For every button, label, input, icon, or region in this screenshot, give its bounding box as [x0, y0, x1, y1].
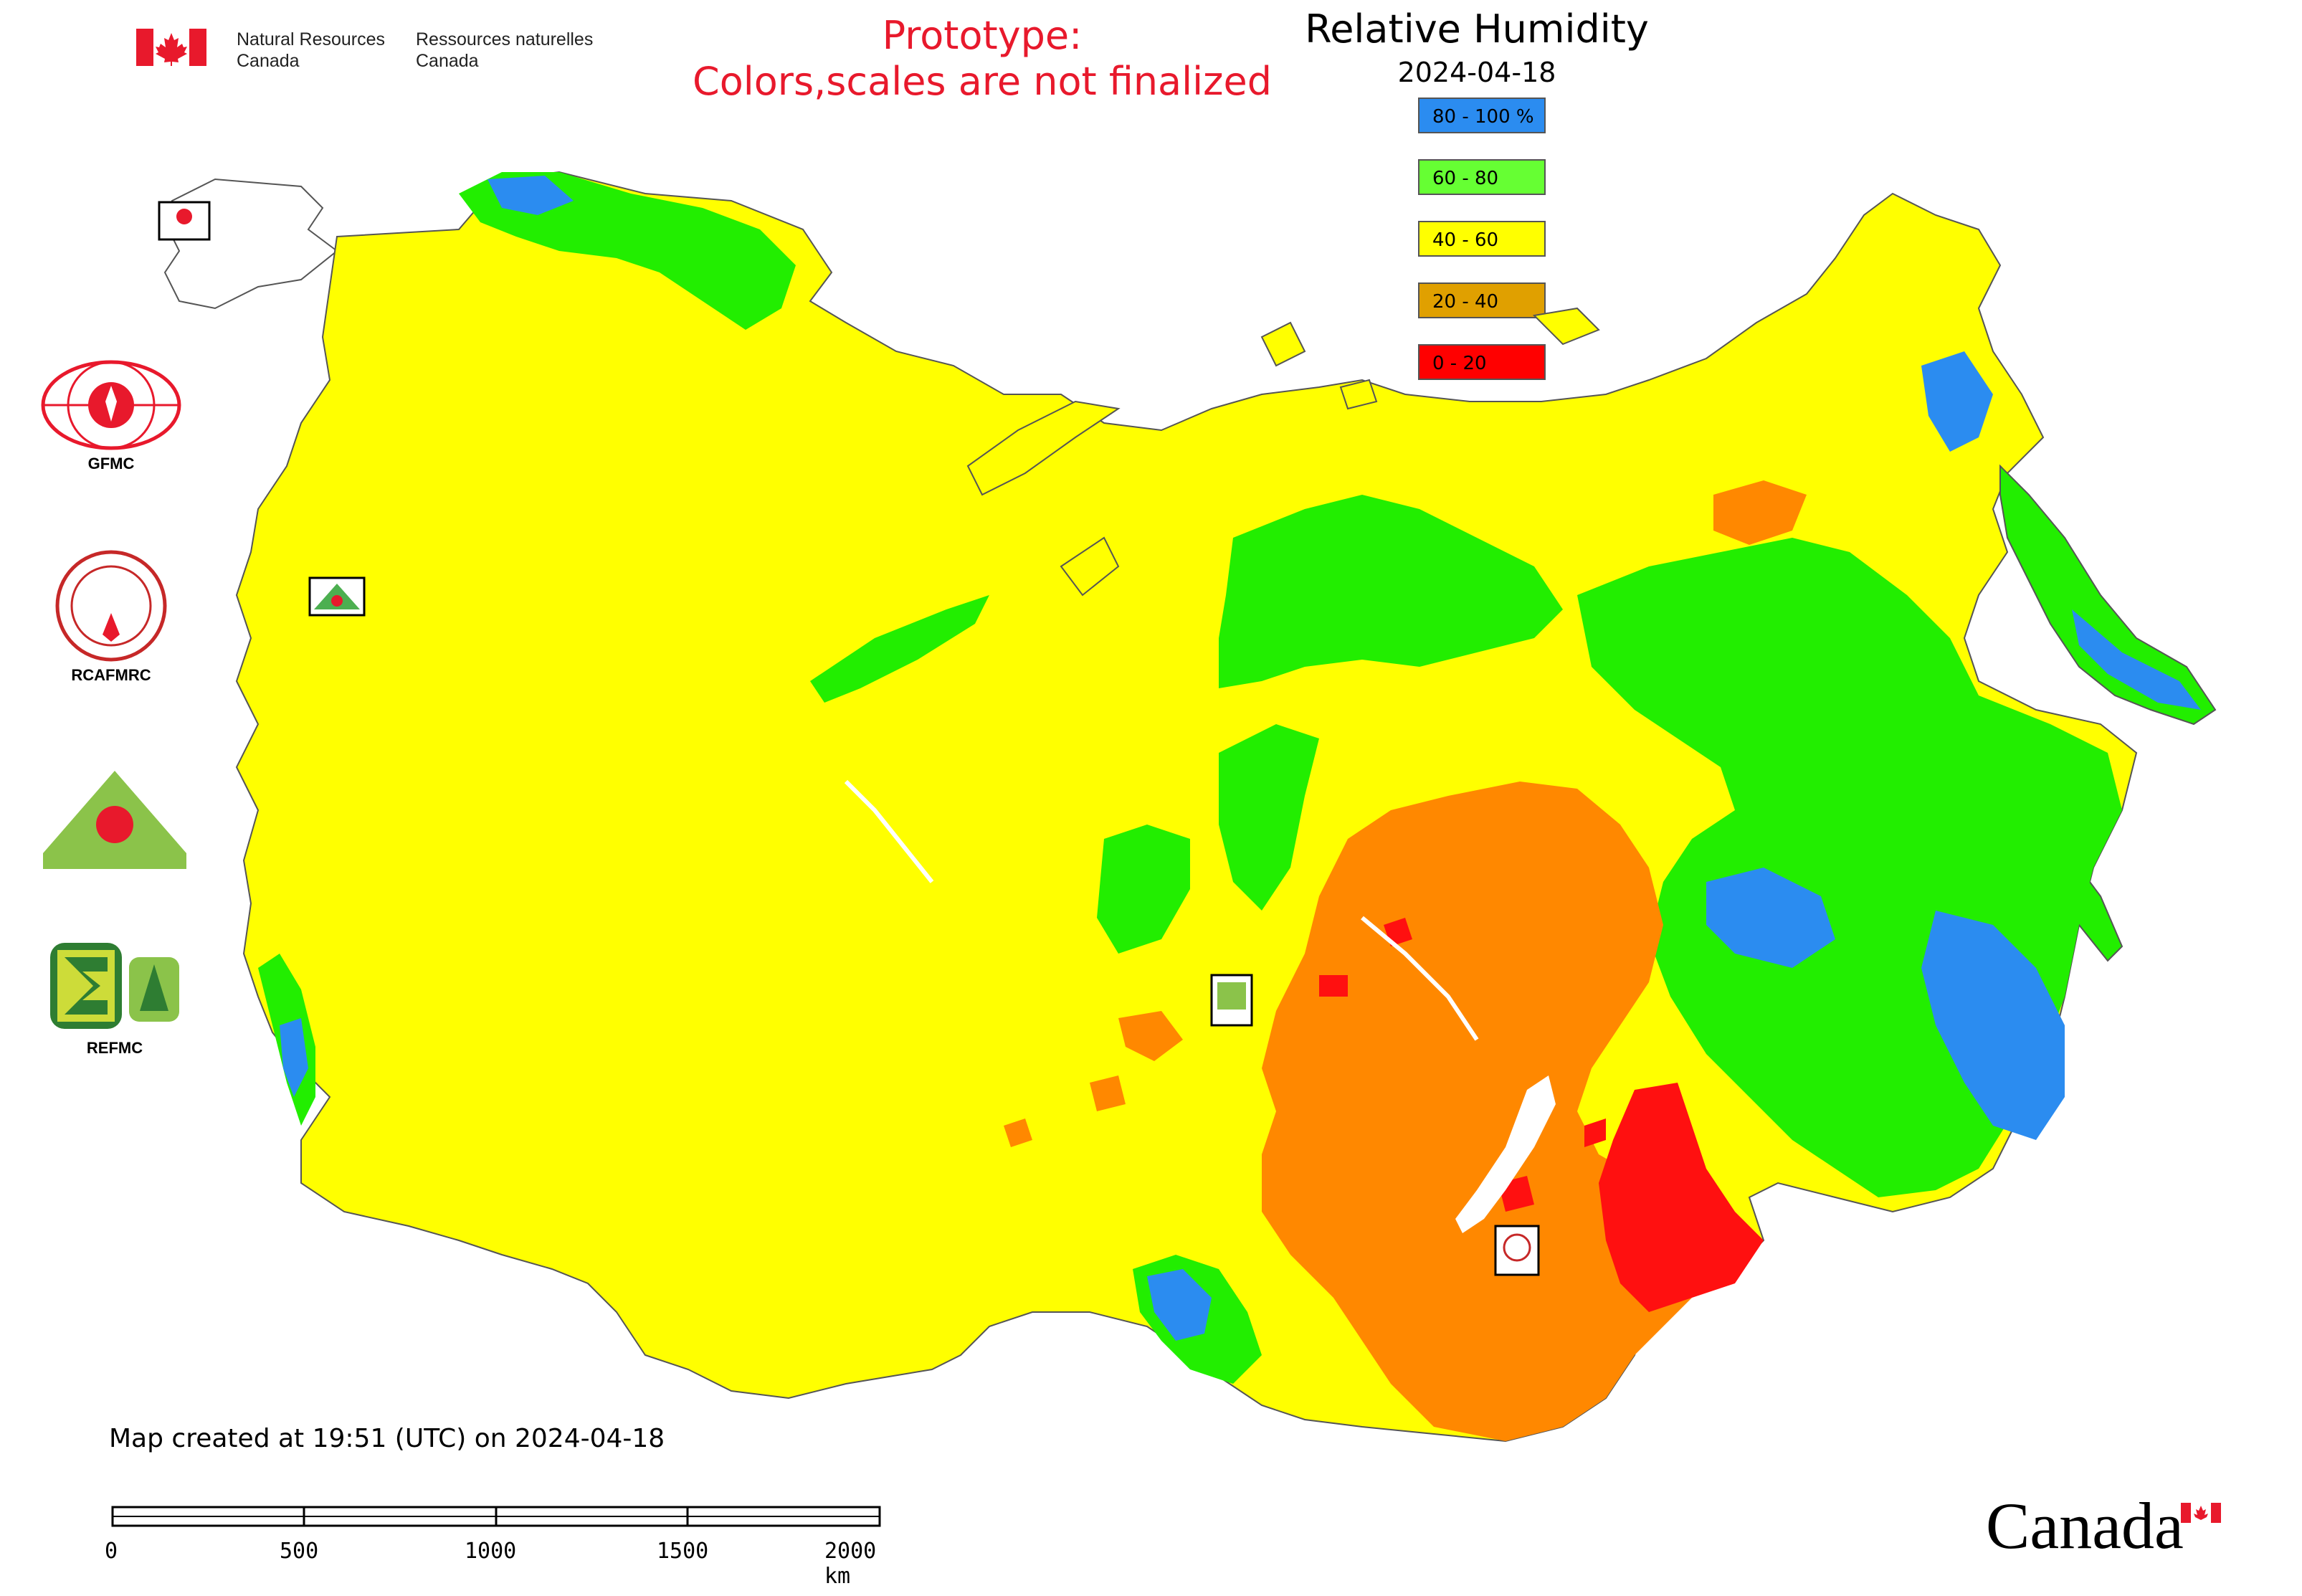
lake-baikal [1455, 1075, 1556, 1233]
small-logo-gfmc [158, 201, 211, 241]
map-date: 2024-04-18 [1397, 57, 1556, 88]
refmc-label: REFMC [86, 1039, 143, 1057]
logo-gfmc: GFMC [39, 358, 183, 473]
zone-humid-yenisei [1219, 724, 1319, 911]
prototype-notice: Prototype: Colors,scales are not finaliz… [674, 13, 1290, 105]
zone-dry-central [1262, 782, 1721, 1441]
scale-bar: 0 500 1000 1500 2000 km [105, 1498, 882, 1589]
novaya-zemlya [966, 400, 1121, 496]
zone-humid-csib [1097, 825, 1190, 954]
legend-label: 0 - 20 [1432, 353, 1487, 374]
legend-item-40-60: 40 - 60 [1418, 221, 1546, 257]
small-logo-refmc [1210, 974, 1253, 1027]
prototype-line1: Prototype: [882, 13, 1083, 58]
zone-very-humid-south [1147, 1269, 1212, 1341]
zone-very-humid-amur [1706, 868, 1835, 968]
map-created-note: Map created at 19:51 (UTC) on 2024-04-18 [109, 1424, 665, 1453]
rcafmrc-logo-icon [55, 550, 167, 662]
zone-very-humid-nw [487, 176, 574, 215]
reefmc-logo-icon [43, 771, 186, 869]
scale-label: 0 [105, 1539, 118, 1564]
gfmc-logo-icon [41, 360, 181, 450]
zone-humid-wsib [810, 595, 989, 703]
signature-fr-line2: Canada [416, 51, 479, 71]
zone-dry-west-blob [1004, 1011, 1183, 1147]
arctic-islands [1260, 307, 1600, 410]
zone-humid-taymyr [1219, 495, 1563, 688]
scale-bar-graphic [111, 1506, 881, 1527]
zone-very-humid-fareast [1921, 911, 2065, 1140]
logo-reefmc [36, 764, 194, 874]
wordmark-flag-icon [2181, 1503, 2221, 1523]
legend-item-80-100: 80 - 100 % [1418, 98, 1546, 133]
small-logo-rcafmrc [1494, 1225, 1540, 1276]
legend-label: 60 - 80 [1432, 168, 1499, 189]
humidity-zones [258, 172, 2122, 1441]
legend-label: 20 - 40 [1432, 291, 1499, 313]
signature-fr: Ressources naturelles Canada [416, 29, 593, 72]
small-logo-reefmc [308, 576, 366, 617]
logo-refmc: REFMC [50, 943, 194, 1058]
canada-wordmark-text: Canada [1986, 1489, 2184, 1562]
canada-flag-icon [136, 29, 206, 66]
logo-rcafmrc: RCAFMRC [39, 548, 183, 685]
zone-dry-chukotka [1713, 480, 1807, 545]
kamchatka [1999, 464, 2217, 726]
signature-en-line1: Natural Resources [237, 29, 386, 49]
kamchatka-humid [2072, 609, 2201, 710]
zone-very-humid-okhotsk [1921, 351, 1993, 452]
zone-very-dry-east [1599, 1083, 1764, 1312]
map-title: Relative Humidity [1305, 6, 1649, 52]
signature-en-line2: Canada [237, 51, 300, 71]
legend-item-60-80: 60 - 80 [1418, 159, 1546, 195]
scale-label: 2000 km [824, 1539, 877, 1589]
europe-outline [163, 178, 338, 310]
rcafmrc-label: RCAFMRC [71, 666, 151, 684]
canada-wordmark: Canada [1986, 1484, 2222, 1563]
signature-fr-line1: Ressources naturelles [416, 29, 594, 49]
legend-label: 40 - 60 [1432, 229, 1499, 251]
prototype-line2: Colors,scales are not finalized [693, 59, 1272, 104]
gfmc-label: GFMC [87, 455, 135, 472]
nrcan-signature: Natural Resources Canada Ressources natu… [136, 29, 602, 72]
rivers [844, 779, 1479, 1041]
zone-very-humid-caspian [280, 1018, 308, 1097]
legend-item-20-40: 20 - 40 [1418, 282, 1546, 318]
refmc-logo-icon [50, 943, 179, 1029]
legend-label: 80 - 100 % [1432, 106, 1534, 128]
scale-label: 1000 [465, 1539, 517, 1564]
relative-humidity-map [158, 171, 2217, 1443]
scale-label: 500 [280, 1539, 319, 1564]
signature-en: Natural Resources Canada [237, 29, 385, 72]
scale-label: 1500 [657, 1539, 709, 1564]
legend-item-0-20: 0 - 20 [1418, 344, 1546, 380]
novaya-zemlya-south [1060, 536, 1120, 597]
